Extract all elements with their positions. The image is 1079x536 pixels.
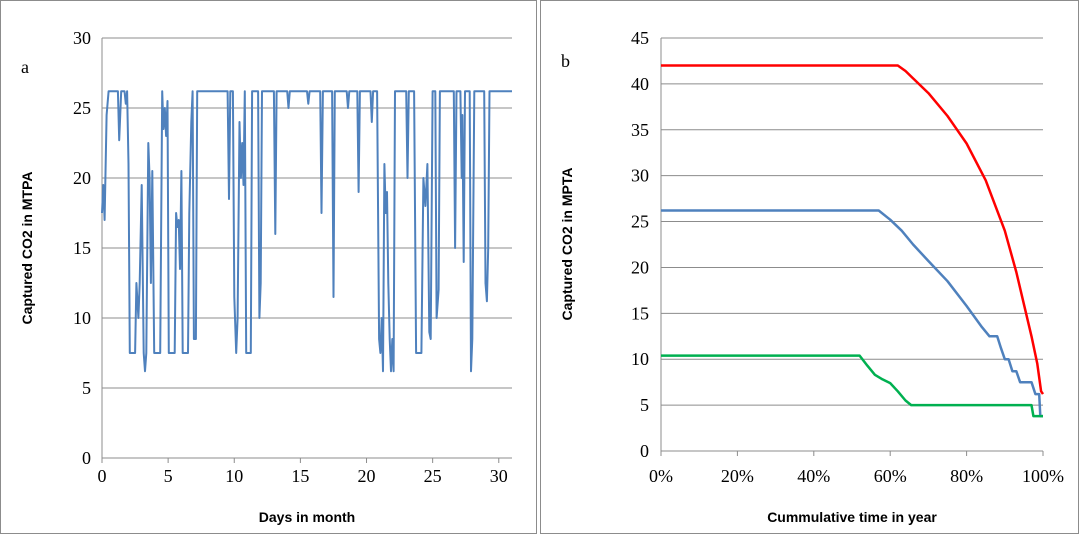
x-axis-title: Days in month (259, 509, 355, 525)
y-tick-label: 30 (631, 166, 649, 186)
panel-letter: a (21, 57, 29, 77)
y-tick-label: 15 (73, 238, 91, 258)
x-tick-label: 20 (358, 466, 376, 486)
x-tick-label: 15 (291, 466, 309, 486)
x-tick-label: 0% (649, 466, 673, 486)
y-tick-label: 35 (631, 120, 649, 140)
y-tick-label: 25 (631, 212, 649, 232)
chart-b-svg: 0 5 10 15 20 25 30 35 40 45 0% 20% 40% 60% 80% 100% b Cum… (559, 28, 1064, 525)
x-axis-title: Cummulative time in year (767, 509, 937, 525)
y-tick-label: 45 (631, 28, 649, 48)
y-tick-label: 5 (640, 395, 649, 415)
chart-panel-a: 0 5 10 15 20 25 30 0 5 10 15 20 25 30 a Days in month Ca… (0, 0, 537, 534)
series-line-1 (661, 64, 1045, 395)
x-tick-label: 0 (98, 466, 107, 486)
x-tick-label: 20% (721, 466, 754, 486)
chart-a-svg: 0 5 10 15 20 25 30 0 5 10 15 20 25 30 a Days in month Ca… (19, 28, 512, 525)
y-axis-title: Captured CO2 in MPTA (559, 168, 575, 321)
x-tick-label: 100% (1022, 466, 1064, 486)
y-tick-label: 0 (82, 448, 91, 468)
x-tick-label: 5 (164, 466, 173, 486)
series-line-3 (661, 354, 1043, 418)
series-line-1 (101, 90, 512, 373)
y-tick-label: 10 (631, 349, 649, 369)
y-tick-label: 15 (631, 303, 649, 323)
chart-panel-b: 0 5 10 15 20 25 30 35 40 45 0% 20% 40% 60% 80% 100% b Cum… (540, 0, 1079, 534)
y-tick-label: 0 (640, 441, 649, 461)
y-tick-label: 25 (73, 98, 91, 118)
y-tick-label: 30 (73, 28, 91, 48)
y-tick-label: 20 (631, 257, 649, 277)
x-tick-label: 10 (225, 466, 243, 486)
panel-letter: b (561, 51, 570, 71)
x-tick-label: 40% (797, 466, 830, 486)
x-tick-label: 30 (490, 466, 508, 486)
y-tick-label: 40 (631, 74, 649, 94)
x-tick-label: 80% (950, 466, 983, 486)
y-tick-label: 20 (73, 168, 91, 188)
x-tick-label: 25 (424, 466, 442, 486)
x-tick-label: 60% (874, 466, 907, 486)
series-line-2 (661, 209, 1043, 418)
y-axis-title: Captured CO2 in MTPA (19, 172, 35, 325)
y-tick-label: 5 (82, 378, 91, 398)
y-tick-label: 10 (73, 308, 91, 328)
